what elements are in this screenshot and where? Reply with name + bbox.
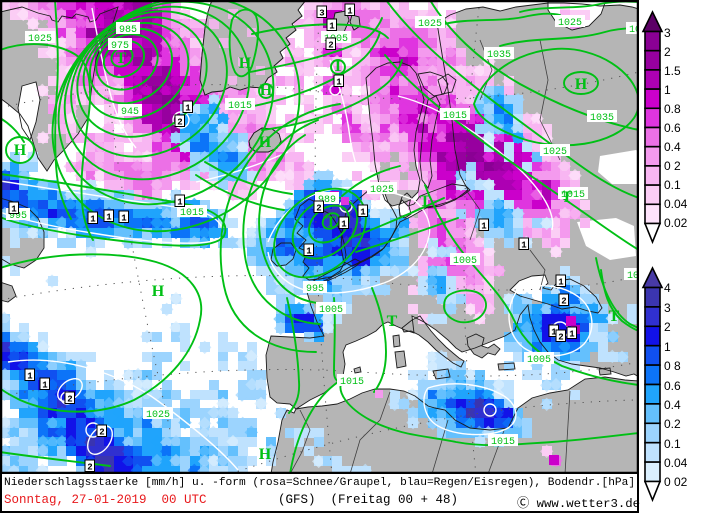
svg-text:0.6: 0.6	[664, 379, 681, 393]
svg-text:1: 1	[347, 7, 353, 17]
svg-text:1025: 1025	[146, 410, 170, 421]
svg-text:945: 945	[121, 107, 139, 118]
svg-text:1025: 1025	[28, 34, 52, 45]
svg-text:0.04: 0.04	[664, 456, 688, 470]
svg-text:0.04: 0.04	[664, 197, 688, 211]
svg-text:1: 1	[121, 214, 127, 224]
svg-text:2: 2	[558, 333, 563, 343]
svg-text:0.1: 0.1	[664, 178, 681, 192]
svg-text:H: H	[575, 76, 588, 93]
svg-text:1: 1	[551, 328, 557, 338]
svg-text:T: T	[609, 308, 620, 325]
svg-text:2: 2	[328, 41, 333, 51]
svg-text:2: 2	[67, 395, 72, 405]
svg-text:1015: 1015	[340, 377, 364, 388]
svg-text:2: 2	[664, 45, 671, 59]
svg-text:3: 3	[319, 9, 324, 19]
svg-text:H: H	[239, 55, 252, 72]
svg-text:H: H	[259, 134, 272, 151]
svg-text:T: T	[326, 214, 337, 231]
svg-text:0 8: 0 8	[664, 359, 681, 373]
svg-text:T: T	[333, 58, 344, 75]
svg-text:T: T	[420, 193, 431, 210]
svg-text:995: 995	[306, 284, 324, 295]
svg-text:1: 1	[341, 220, 347, 230]
svg-text:0.8: 0.8	[664, 102, 681, 116]
svg-text:1035: 1035	[590, 113, 614, 124]
svg-text:1015: 1015	[443, 111, 467, 122]
svg-text:1: 1	[481, 222, 487, 232]
svg-text:1: 1	[336, 78, 342, 88]
svg-text:1: 1	[42, 381, 48, 391]
svg-text:3: 3	[664, 26, 671, 40]
svg-text:3: 3	[664, 301, 671, 315]
svg-text:T: T	[387, 313, 398, 330]
svg-text:1: 1	[11, 205, 17, 215]
svg-text:1005: 1005	[319, 305, 343, 316]
svg-text:1: 1	[90, 215, 96, 225]
svg-text:0.6: 0.6	[664, 121, 681, 135]
svg-text:T: T	[116, 50, 127, 67]
svg-text:0.02: 0.02	[664, 216, 688, 230]
svg-text:4: 4	[664, 281, 671, 295]
svg-text:0.4: 0.4	[664, 140, 681, 154]
svg-text:2: 2	[177, 118, 182, 128]
svg-text:1015: 1015	[491, 437, 515, 448]
svg-text:1: 1	[569, 330, 575, 340]
svg-text:1005: 1005	[527, 355, 551, 366]
svg-text:1015: 1015	[228, 101, 252, 112]
svg-text:T: T	[562, 189, 573, 206]
svg-text:1: 1	[106, 213, 112, 223]
svg-text:1035: 1035	[487, 50, 511, 61]
svg-text:1: 1	[360, 208, 366, 218]
svg-text:1: 1	[329, 22, 335, 32]
svg-text:1: 1	[521, 241, 527, 251]
svg-text:989: 989	[318, 195, 336, 206]
svg-text:2: 2	[87, 463, 92, 473]
svg-text:0.1: 0.1	[664, 437, 681, 451]
svg-text:1: 1	[558, 278, 564, 288]
svg-text:1025: 1025	[543, 147, 567, 158]
svg-text:1: 1	[177, 198, 183, 208]
svg-text:H: H	[260, 82, 273, 99]
svg-text:1: 1	[664, 340, 671, 354]
svg-text:H: H	[259, 446, 272, 463]
svg-text:H: H	[14, 142, 27, 159]
svg-text:2: 2	[664, 320, 671, 334]
svg-text:10: 10	[629, 25, 639, 36]
svg-text:0.4: 0.4	[664, 398, 681, 412]
svg-text:1025: 1025	[370, 185, 394, 196]
svg-text:2: 2	[99, 428, 104, 438]
svg-text:H: H	[152, 283, 165, 300]
svg-text:2: 2	[561, 297, 566, 307]
svg-text:1015: 1015	[180, 208, 204, 219]
svg-text:985: 985	[119, 25, 137, 36]
svg-text:0.2: 0.2	[664, 417, 681, 431]
svg-text:0 02: 0 02	[664, 475, 688, 489]
svg-text:1025: 1025	[558, 18, 582, 29]
svg-text:0 2: 0 2	[664, 159, 681, 173]
svg-text:10: 10	[627, 271, 639, 282]
svg-text:1: 1	[27, 372, 33, 382]
svg-text:2: 2	[316, 204, 321, 214]
svg-text:1005: 1005	[453, 256, 477, 267]
svg-text:1: 1	[306, 247, 312, 257]
svg-text:1: 1	[664, 83, 671, 97]
svg-text:1015: 1015	[561, 190, 585, 201]
svg-text:1.5: 1.5	[664, 64, 681, 78]
svg-text:1: 1	[185, 104, 191, 114]
svg-text:975: 975	[111, 41, 129, 52]
svg-text:995: 995	[9, 211, 27, 222]
svg-text:1025: 1025	[418, 19, 442, 30]
